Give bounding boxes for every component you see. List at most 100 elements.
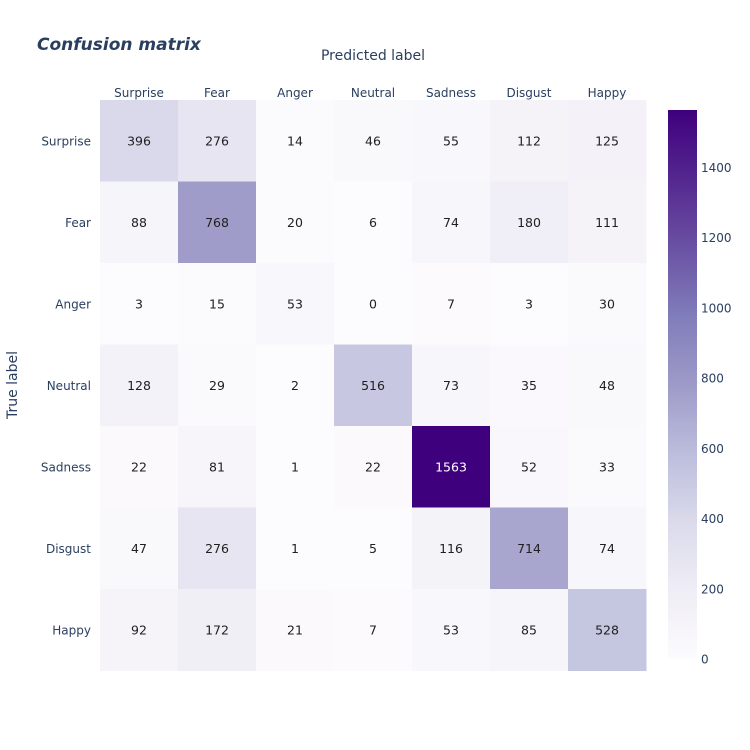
heatmap-cell — [178, 589, 257, 671]
colorbar-tick-label: 1200 — [701, 231, 732, 245]
y-tick-label: Surprise — [41, 134, 91, 148]
heatmap-cell — [178, 426, 257, 508]
cell-value-label: 0 — [369, 296, 377, 311]
cell-value-label: 92 — [131, 622, 147, 637]
heatmap-cell — [178, 100, 257, 182]
cell-value-label: 768 — [205, 215, 229, 230]
heatmap-cell — [412, 426, 491, 508]
heatmap-cell — [412, 344, 491, 427]
heatmap-cell — [490, 344, 569, 427]
cell-value-label: 5 — [369, 541, 377, 556]
colorbar-tick-label: 1400 — [701, 161, 732, 175]
cell-value-label: 55 — [443, 133, 459, 148]
colorbar-tick-label: 0 — [701, 653, 709, 667]
heatmap-cell — [100, 181, 179, 264]
cell-value-label: 85 — [521, 622, 537, 637]
x-tick-label: Disgust — [506, 86, 551, 100]
heatmap-cell — [100, 263, 179, 345]
cell-value-label: 276 — [205, 133, 229, 148]
cell-value-label: 53 — [443, 622, 459, 637]
heatmap-cell — [178, 507, 257, 590]
cell-value-label: 125 — [595, 133, 619, 148]
heatmap-cell — [412, 589, 491, 671]
cell-value-label: 20 — [287, 215, 303, 230]
heatmap-cell — [178, 181, 257, 264]
heatmap-cell — [490, 100, 569, 182]
x-axis-ticks: Surprise Fear Anger Neutral Sadness Disgust Ha… — [114, 86, 626, 100]
colorbar-tick-label: 800 — [701, 372, 724, 386]
y-axis-title: True label — [5, 351, 21, 420]
cell-value-label: 22 — [131, 459, 147, 474]
y-axis-ticks: Surprise Fear Anger Neutral Sadness Disgust Ha… — [41, 134, 91, 637]
colorbar — [668, 110, 697, 659]
cell-value-label: 35 — [521, 378, 537, 393]
cell-value-label: 7 — [447, 296, 455, 311]
cell-value-label: 29 — [209, 378, 225, 393]
heatmap-cell — [568, 426, 647, 508]
heatmap-cell — [100, 426, 179, 508]
x-tick-label: Sadness — [426, 86, 476, 100]
heatmap-cell — [490, 589, 569, 671]
heatmap-cell — [334, 263, 413, 345]
cell-value-label: 111 — [595, 215, 619, 230]
y-tick-label: Neutral — [47, 379, 91, 393]
y-tick-label: Happy — [52, 623, 91, 637]
cell-value-label: 528 — [595, 622, 619, 637]
cell-value-label: 1563 — [435, 459, 467, 474]
x-tick-label: Anger — [277, 86, 313, 100]
cell-value-label: 15 — [209, 296, 225, 311]
heatmap-cell — [334, 507, 413, 590]
cell-value-label: 2 — [291, 378, 299, 393]
cell-value-label: 1 — [291, 541, 299, 556]
y-tick-label: Fear — [65, 216, 91, 230]
cell-value-label: 22 — [365, 459, 381, 474]
cell-value-label: 116 — [439, 541, 463, 556]
heatmap-cell — [256, 263, 335, 345]
heatmap-cell — [256, 426, 335, 508]
heatmap-cell — [256, 181, 335, 264]
cell-value-label: 30 — [599, 296, 615, 311]
cell-value-label: 33 — [599, 459, 615, 474]
colorbar-tick-label: 1000 — [701, 301, 732, 315]
heatmap-cell — [568, 181, 647, 264]
heatmap-cell — [100, 344, 179, 427]
cell-value-label: 74 — [443, 215, 459, 230]
colorbar-tick-label: 400 — [701, 512, 724, 526]
heatmap-cells — [100, 100, 647, 671]
cell-value-label: 128 — [127, 378, 151, 393]
heatmap-cell — [568, 507, 647, 590]
cell-value-label: 516 — [361, 378, 385, 393]
heatmap-cell — [334, 181, 413, 264]
colorbar-ticks: 0 200 400 600 800 1000 1200 1400 — [701, 161, 732, 667]
cell-value-label: 48 — [599, 378, 615, 393]
cell-value-label: 21 — [287, 622, 303, 637]
heatmap-cell — [178, 344, 257, 427]
cell-value-label: 73 — [443, 378, 459, 393]
x-axis-title: Predicted label — [321, 48, 425, 64]
heatmap-cell — [256, 507, 335, 590]
heatmap-cell — [412, 181, 491, 264]
heatmap-cell — [100, 507, 179, 590]
heatmap-cell — [412, 100, 491, 182]
heatmap-cell — [490, 426, 569, 508]
heatmap-cell — [568, 263, 647, 345]
cell-value-label: 1 — [291, 459, 299, 474]
cell-value-label: 7 — [369, 622, 377, 637]
y-tick-label: Anger — [55, 297, 91, 311]
heatmap-cell — [490, 507, 569, 590]
heatmap-cell — [100, 100, 179, 182]
heatmap-cell — [256, 344, 335, 427]
heatmap-cell — [490, 263, 569, 345]
cell-value-label: 3 — [525, 296, 533, 311]
cell-value-label: 6 — [369, 215, 377, 230]
y-tick-label: Disgust — [46, 542, 91, 556]
cell-value-label: 88 — [131, 215, 147, 230]
cell-value-label: 14 — [287, 133, 303, 148]
cell-value-label: 81 — [209, 459, 225, 474]
colorbar-tick-label: 200 — [701, 582, 724, 596]
heatmap-cell — [490, 181, 569, 264]
heatmap-cell — [100, 589, 179, 671]
